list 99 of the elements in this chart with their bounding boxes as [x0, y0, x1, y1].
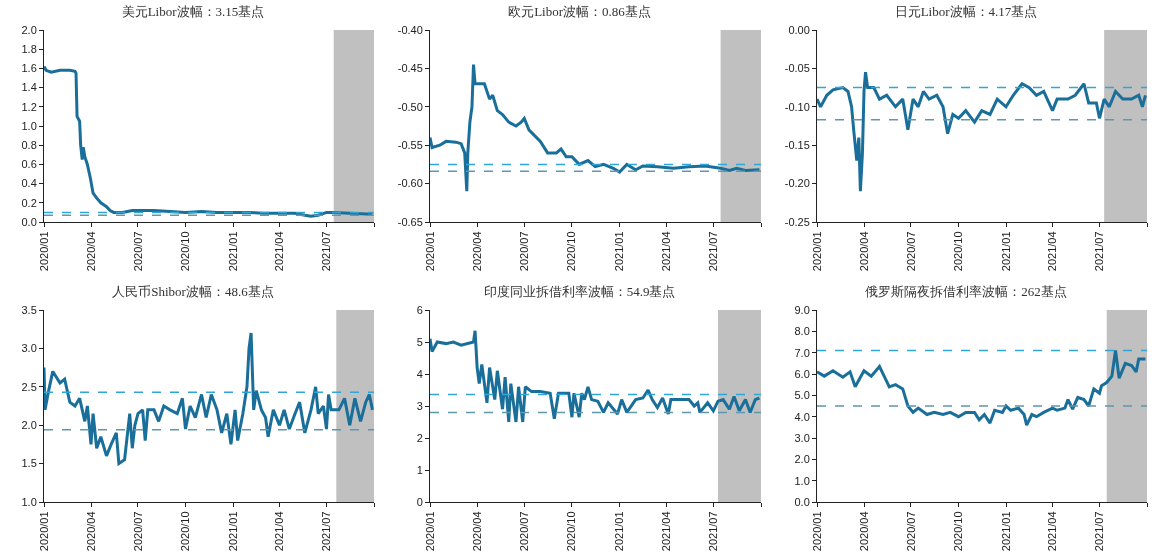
x-tick-label: 2020/04: [84, 231, 97, 272]
y-tick-label: 3.0: [794, 431, 810, 444]
x-tick-label: 2021/01: [613, 511, 626, 552]
x-tick-label: 2021/04: [659, 231, 672, 272]
chart-title: 日元Libor波幅：4.17基点: [894, 4, 1038, 20]
y-tick-label: 3.0: [21, 342, 37, 355]
y-tick-label: -0.05: [784, 62, 810, 75]
x-tick-label: 2020/07: [904, 511, 917, 552]
x-tick-label: 2020/07: [517, 231, 530, 272]
y-tick-label: 5.0: [794, 389, 810, 402]
y-tick-label: -0.25: [784, 215, 810, 228]
y-tick-label: 2.0: [21, 419, 37, 432]
y-tick-label: 0.00: [788, 23, 810, 36]
y-tick-label: 1.8: [21, 43, 37, 56]
chart-title: 俄罗斯隔夜拆借利率波幅：262基点: [865, 284, 1067, 300]
x-tick-label: 2020/10: [565, 231, 578, 272]
y-tick-label: 1.2: [21, 100, 37, 113]
y-tick-label: -0.50: [397, 100, 423, 113]
chart-title: 美元Libor波幅：3.15基点: [121, 4, 265, 20]
x-tick-label: 2020/04: [470, 511, 483, 552]
y-tick-label: 3.5: [21, 303, 37, 316]
y-tick-label: 6: [416, 303, 423, 316]
x-tick-label: 2020/10: [952, 231, 965, 272]
x-tick-label: 2021/01: [999, 511, 1012, 552]
y-tick-label: 0.8: [21, 139, 37, 152]
x-tick-label: 2020/04: [857, 511, 870, 552]
x-tick-label: 2021/01: [226, 231, 239, 272]
x-tick-label: 2020/01: [37, 511, 50, 552]
x-tick-label: 2020/10: [952, 511, 965, 552]
x-tick-label: 2021/01: [226, 511, 239, 552]
x-tick-label: 2020/10: [565, 511, 578, 552]
y-tick-label: 0.0: [21, 215, 37, 228]
x-tick-label: 2021/07: [320, 511, 333, 552]
x-tick-label: 2021/04: [659, 511, 672, 552]
x-tick-label: 2020/04: [470, 231, 483, 272]
x-tick-label: 2021/07: [1093, 231, 1106, 272]
x-tick-label: 2021/07: [1093, 511, 1106, 552]
x-tick-label: 2020/07: [131, 511, 144, 552]
x-tick-label: 2021/07: [706, 231, 719, 272]
x-tick-label: 2021/04: [273, 231, 286, 272]
y-tick-label: 1.6: [21, 62, 37, 75]
x-tick-label: 2021/01: [613, 231, 626, 272]
x-tick-label: 2021/07: [320, 231, 333, 272]
y-tick-label: 0.4: [21, 177, 37, 190]
y-tick-label: 9.0: [794, 303, 810, 316]
x-tick-label: 2020/07: [517, 511, 530, 552]
y-tick-label: 2.0: [794, 453, 810, 466]
y-tick-label: 2.5: [21, 380, 37, 393]
chart-title: 印度同业拆借利率波幅：54.9基点: [483, 284, 676, 300]
y-tick-label: -0.60: [397, 177, 423, 190]
line-series: [430, 63, 761, 193]
x-tick-label: 2021/04: [273, 511, 286, 552]
y-tick-label: 1: [416, 463, 423, 476]
y-tick-label: -0.65: [397, 215, 423, 228]
x-tick-label: 2020/01: [37, 231, 50, 272]
y-tick-label: 4: [416, 367, 423, 380]
chart-title: 欧元Libor波幅：0.86基点: [508, 4, 651, 20]
x-tick-label: 2021/04: [1046, 511, 1059, 552]
y-tick-label: -0.55: [397, 139, 423, 152]
line-series: [44, 331, 374, 466]
x-tick-label: 2020/04: [857, 231, 870, 272]
y-tick-label: -0.40: [397, 23, 423, 36]
y-tick-label: 2.0: [21, 23, 37, 36]
y-tick-label: 1.4: [21, 81, 37, 94]
x-tick-label: 2021/07: [706, 511, 719, 552]
line-series: [817, 349, 1147, 427]
x-tick-label: 2020/01: [810, 231, 823, 272]
y-tick-label: 2: [416, 431, 423, 444]
x-tick-label: 2021/04: [1046, 231, 1059, 272]
line-series: [430, 329, 761, 424]
y-tick-label: 4.0: [794, 410, 810, 423]
x-tick-label: 2020/01: [423, 231, 436, 272]
y-tick-label: 7.0: [794, 346, 810, 359]
chart-title: 人民币Shibor波幅：48.6基点: [112, 284, 274, 300]
y-tick-label: 1.0: [21, 495, 37, 508]
x-tick-label: 2020/10: [179, 231, 192, 272]
y-tick-label: 0.6: [21, 158, 37, 171]
x-tick-label: 2021/01: [999, 231, 1012, 272]
y-tick-label: 0.0: [794, 495, 810, 508]
y-tick-label: 1.5: [21, 457, 37, 470]
x-tick-label: 2020/04: [84, 511, 97, 552]
y-tick-label: 3: [416, 399, 423, 412]
x-tick-label: 2020/07: [131, 231, 144, 272]
y-tick-label: -0.45: [397, 62, 423, 75]
y-tick-label: 5: [416, 335, 423, 348]
y-tick-label: 0.2: [21, 196, 37, 209]
y-tick-label: 0: [416, 495, 423, 508]
x-tick-label: 2020/01: [423, 511, 436, 552]
y-tick-label: -0.20: [784, 177, 810, 190]
y-tick-label: 8.0: [794, 325, 810, 338]
y-tick-label: -0.10: [784, 100, 810, 113]
line-series: [817, 70, 1147, 193]
x-tick-label: 2020/01: [810, 511, 823, 552]
y-tick-label: -0.15: [784, 139, 810, 152]
y-tick-label: 1.0: [21, 119, 37, 132]
x-tick-label: 2020/10: [179, 511, 192, 552]
y-tick-label: 6.0: [794, 367, 810, 380]
x-tick-label: 2020/07: [904, 231, 917, 272]
y-tick-label: 1.0: [794, 474, 810, 487]
